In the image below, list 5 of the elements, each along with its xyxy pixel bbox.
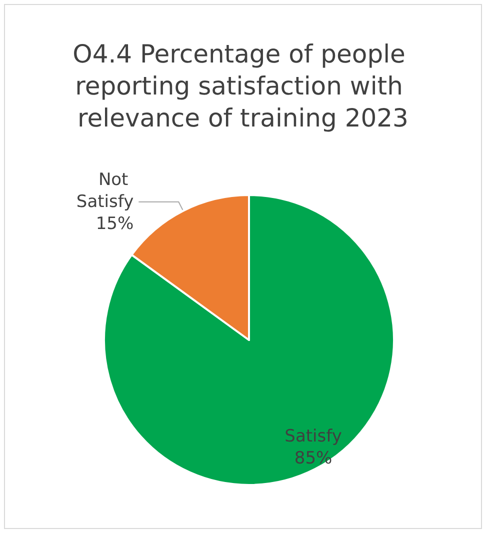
data-label: 15% xyxy=(96,214,134,234)
data-label: 85% xyxy=(294,448,332,468)
slice-label: Satisfy xyxy=(284,426,342,446)
chart-title: O4.4 Percentage of people reporting satisfaction with relevance of training 2023 xyxy=(72,40,414,132)
slice-label: Not Satisfy xyxy=(76,170,134,212)
